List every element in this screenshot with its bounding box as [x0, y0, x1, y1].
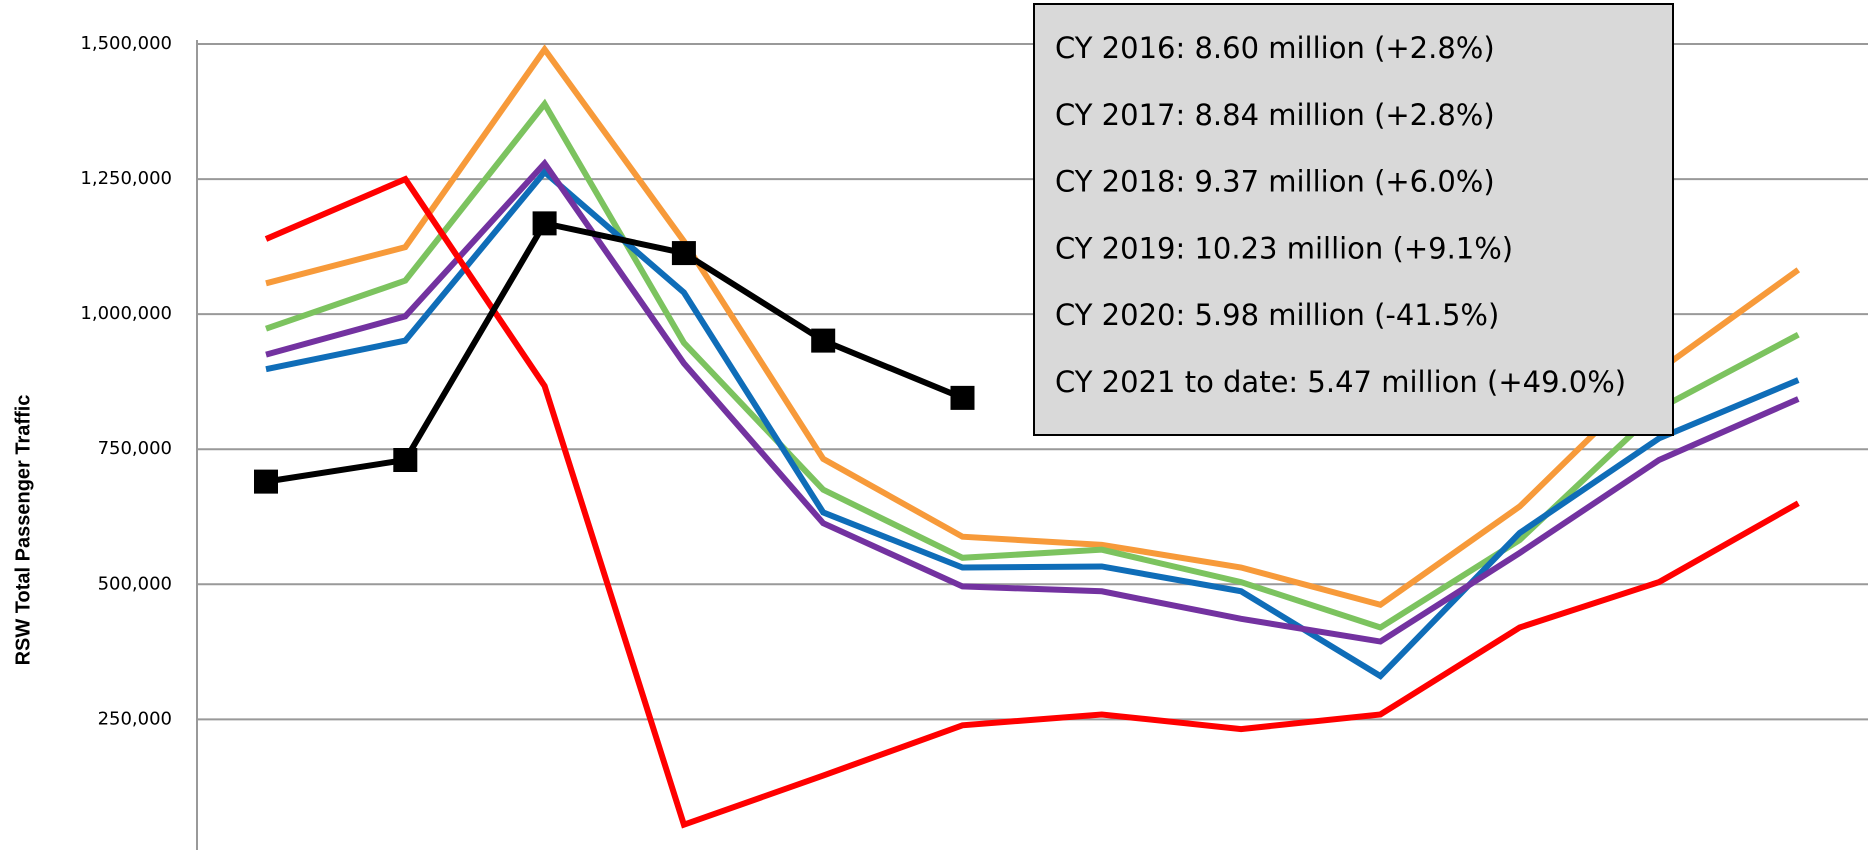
marker [811, 328, 836, 353]
y-axis-title: RSW Total Passenger Traffic [12, 395, 34, 666]
marker [950, 385, 975, 410]
marker [254, 469, 278, 494]
y-tick-label: 750,000 [98, 438, 172, 459]
series-line [264, 175, 1800, 829]
series-line [265, 158, 1800, 645]
annotation-box [1033, 3, 1674, 436]
series-line [265, 167, 1800, 680]
series-line [265, 219, 964, 485]
y-tick-label: 1,250,000 [80, 168, 172, 189]
marker [532, 211, 557, 236]
y-tick-label: 1,000,000 [80, 303, 172, 324]
annotation-text: CY 2021 to date: 5.47 million (+49.0%) [1055, 365, 1626, 399]
y-tick-label: 500,000 [98, 573, 172, 594]
y-tick-label: 250,000 [98, 708, 172, 729]
annotation-text: CY 2016: 8.60 million (+2.8%) [1055, 31, 1495, 65]
annotation-text: CY 2017: 8.84 million (+2.8%) [1055, 98, 1495, 132]
marker [671, 241, 696, 266]
annotation-text: CY 2018: 9.37 million (+6.0%) [1055, 165, 1495, 199]
annotation-text: CY 2020: 5.98 million (-41.5%) [1055, 298, 1499, 332]
y-tick-label: 1,500,000 [80, 33, 172, 54]
annotation-text: CY 2019: 10.23 million (+9.1%) [1055, 231, 1513, 265]
series-line [265, 44, 1801, 609]
marker [393, 448, 418, 473]
